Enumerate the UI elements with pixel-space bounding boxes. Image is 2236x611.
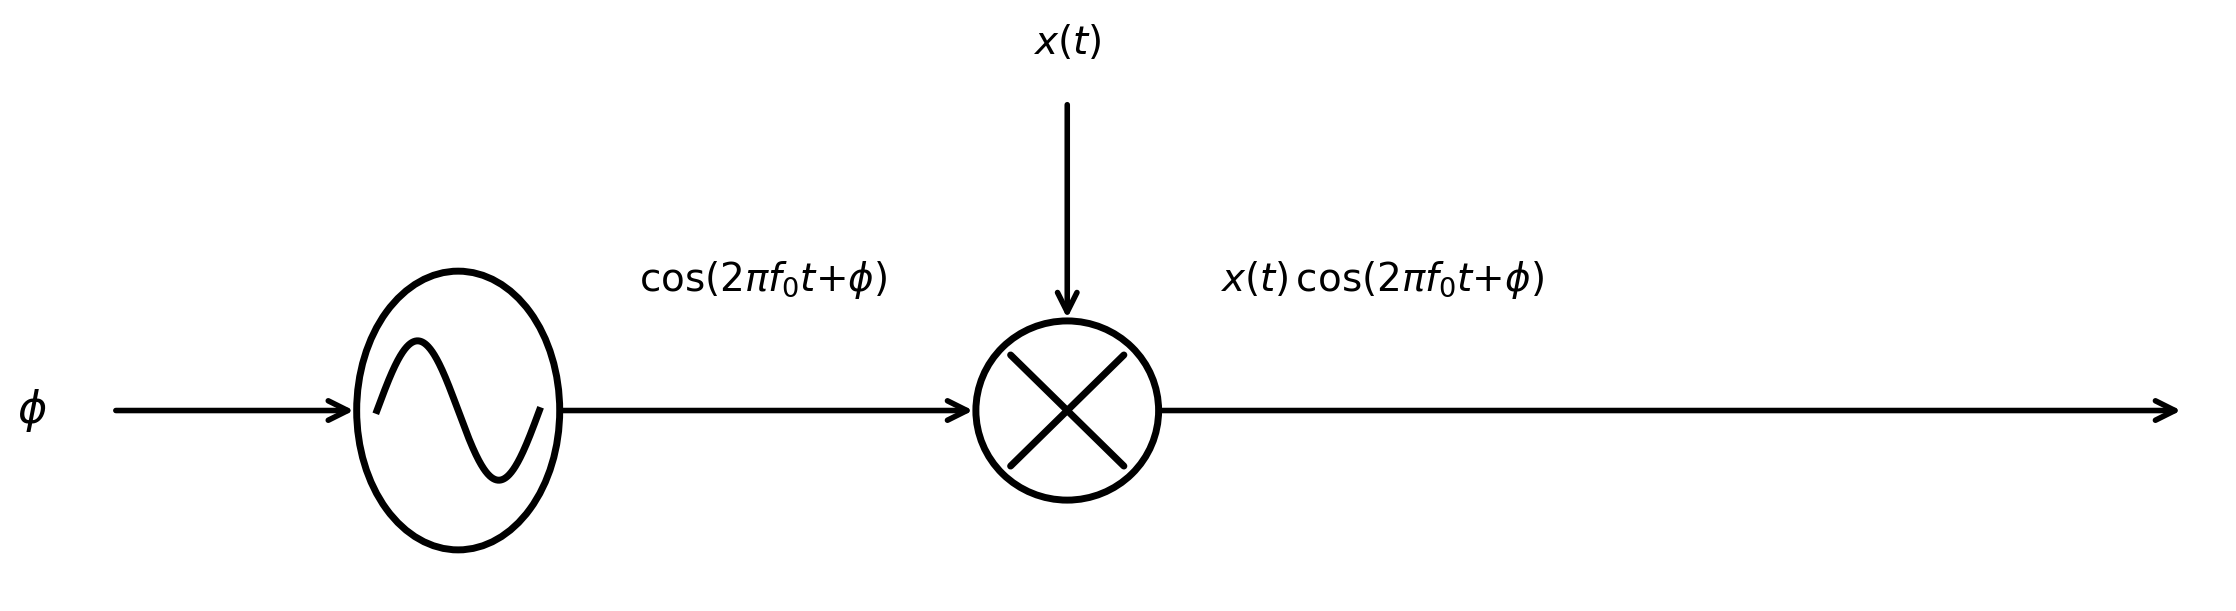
Text: $x(t)$: $x(t)$ bbox=[1033, 23, 1102, 62]
Text: $\phi$: $\phi$ bbox=[18, 387, 47, 434]
Text: $\mathrm{cos}(2\pi f_0 t{+}\phi)$: $\mathrm{cos}(2\pi f_0 t{+}\phi)$ bbox=[639, 259, 888, 301]
Text: $x(t)\,\mathrm{cos}(2\pi f_0 t{+}\phi)$: $x(t)\,\mathrm{cos}(2\pi f_0 t{+}\phi)$ bbox=[1219, 259, 1543, 301]
